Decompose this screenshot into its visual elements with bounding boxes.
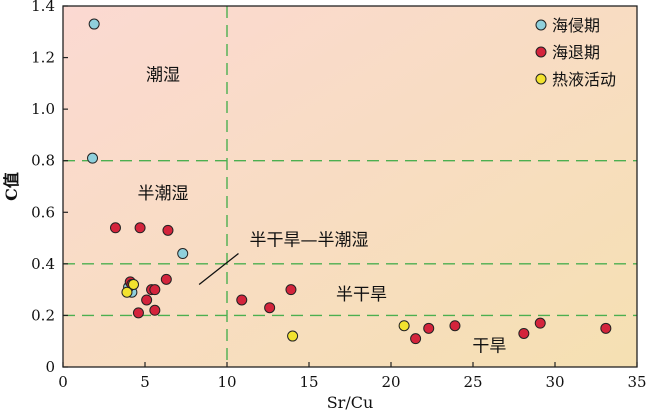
data-point [149, 284, 161, 296]
data-point [160, 273, 172, 285]
y-tick-label: 0 [45, 358, 55, 376]
x-axis-label: Sr/Cu [327, 393, 374, 412]
x-tick-label: 10 [217, 373, 236, 391]
data-point [534, 317, 546, 329]
x-tick-label: 20 [381, 373, 400, 391]
data-point [128, 278, 140, 290]
legend-marker [535, 46, 547, 58]
data-point [285, 284, 297, 296]
data-point [410, 333, 422, 345]
data-point [88, 18, 100, 30]
x-tick-label: 25 [463, 373, 482, 391]
data-point [600, 322, 612, 334]
y-tick-label: 0.2 [31, 306, 55, 324]
legend-marker [535, 73, 547, 85]
plot-frame [62, 5, 638, 368]
annotation-group [198, 253, 239, 285]
data-points [87, 18, 612, 345]
data-point [264, 302, 276, 314]
x-tick-label: 5 [140, 373, 150, 391]
y-tick-label: 1.4 [31, 0, 55, 15]
data-point [141, 294, 153, 306]
legend-label: 海退期 [552, 43, 600, 62]
y-axis-label: C值 [2, 172, 21, 201]
data-point [518, 327, 530, 339]
legend-label: 热液活动 [552, 70, 616, 89]
data-point [132, 307, 144, 319]
legend-marker [535, 19, 547, 31]
divider-lines [63, 6, 637, 367]
data-point [87, 152, 99, 164]
x-tick-label: 0 [58, 373, 68, 391]
legend-label: 海侵期 [552, 16, 600, 35]
data-point [177, 248, 189, 260]
x-tick-label: 35 [627, 373, 646, 391]
y-tick-label: 1.0 [31, 100, 55, 118]
data-point [121, 286, 133, 298]
y-tick-label: 0.6 [31, 203, 55, 221]
data-point [109, 222, 121, 234]
data-point [449, 320, 461, 332]
data-point [134, 222, 146, 234]
data-point [162, 224, 174, 236]
x-axis: 0 5 10 15 20 25 30 35 [58, 362, 647, 391]
y-tick-label: 0.4 [31, 255, 55, 273]
y-tick-label: 0.8 [31, 152, 55, 170]
y-tick-label: 1.2 [31, 49, 55, 67]
region-label: 半干旱 [336, 285, 387, 305]
y-axis: 0 0.2 0.4 0.6 0.8 1.0 1.2 1.4 [31, 0, 68, 376]
x-tick-label: 15 [299, 373, 318, 391]
data-point [398, 320, 410, 332]
region-label: 潮湿 [146, 66, 180, 86]
x-tick-label: 30 [545, 373, 564, 391]
region-label: 半干旱—半潮湿 [250, 231, 369, 251]
data-point [287, 330, 299, 342]
data-point [236, 294, 248, 306]
data-point [149, 304, 161, 316]
data-point [423, 322, 435, 334]
region-label: 干旱 [472, 336, 506, 356]
annotation-leader-line [198, 253, 239, 285]
region-label: 半潮湿 [138, 184, 189, 204]
